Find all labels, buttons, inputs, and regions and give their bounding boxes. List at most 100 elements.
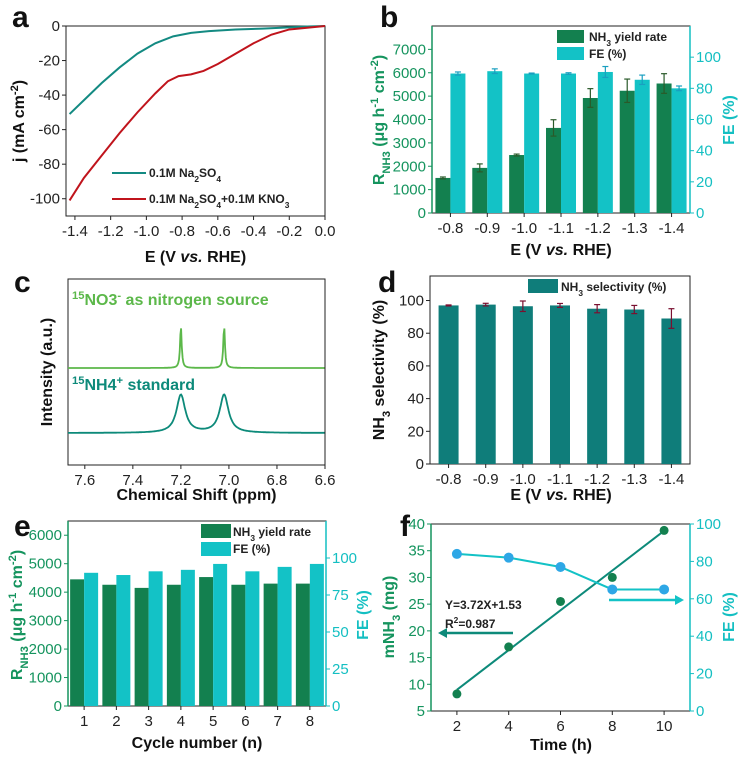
y-axis-label: j (mA cm-2): [9, 80, 28, 163]
plot-frame: [65, 25, 326, 217]
arrow-right-head-icon: [675, 595, 684, 605]
fe-point: [451, 548, 462, 559]
plot-frame: [67, 278, 326, 466]
bar: [263, 583, 278, 706]
bar: [546, 127, 561, 213]
chart-a: -1.4 -1.2 -1.0 -0.8 -0.6 -0.4 -0.2 0.0 0 -20 -40 -6…: [9, 18, 335, 266]
y-right-tick-label: 25: [332, 661, 349, 678]
y-right-tick-label: 100: [696, 516, 721, 533]
y-tick-label: 60: [407, 358, 424, 375]
fe-point: [503, 552, 514, 563]
x-axis-label: E (V vs. RHE): [145, 249, 246, 266]
bar: [435, 177, 451, 213]
y-tick-label: 0: [52, 18, 60, 35]
y-tick-label: 4000: [29, 584, 62, 601]
spectrum-15NO3: [68, 328, 325, 369]
y-right-tick-label: 60: [696, 591, 713, 608]
panel-letter-d: d: [378, 266, 396, 299]
x-tick-label: -0.8: [436, 471, 462, 488]
y-right-tick-label: 80: [696, 553, 713, 570]
y-right-tick-label: 75: [332, 587, 349, 604]
x-tick-label: 7.0: [218, 472, 239, 489]
y-tick-label: 2000: [29, 641, 62, 658]
y-tick-label: 80: [407, 325, 424, 342]
bar: [656, 83, 672, 213]
bar: [116, 575, 131, 706]
y-tick-label: 2000: [393, 158, 426, 175]
y-tick-label: 0: [416, 456, 424, 473]
y-tick-label: 5000: [29, 556, 62, 573]
y-axis-label: mNH3 (mg): [381, 576, 403, 659]
series-line-1: [68, 25, 326, 201]
y-right-tick-label: 0: [696, 703, 704, 720]
chart-e: 0 1000 2000 3000 4000 5000 6000 0 25 50 75 100 1 2 3 4 5…: [7, 520, 372, 752]
spectrum-15NH4: [68, 393, 325, 434]
y-right-tick-label: 50: [332, 624, 349, 641]
mass-point: [607, 572, 617, 582]
bar: [619, 90, 635, 213]
x-tick-label: 5: [209, 713, 217, 730]
y-right-tick-label: 100: [332, 550, 357, 567]
bar: [561, 73, 576, 213]
y-tick-label: 100: [399, 293, 424, 310]
y-right-tick-label: 100: [696, 49, 721, 66]
legend-swatch: [557, 47, 584, 60]
annotation-15NO3: 15NO3- as nitrogen source: [72, 290, 269, 309]
bar: [582, 97, 598, 213]
bar: [438, 305, 459, 464]
bar: [472, 167, 488, 213]
bar: [213, 563, 228, 706]
bar: [671, 88, 687, 213]
y-axis-label: NH3 selectivity (%): [371, 300, 393, 441]
fe-point: [659, 584, 670, 595]
legend-label: FE (%): [233, 542, 270, 556]
x-tick-label: 3: [144, 713, 152, 730]
x-tick-label: -0.8: [437, 220, 463, 237]
y-right-tick-label: 20: [696, 174, 713, 191]
bar: [597, 71, 613, 214]
y-tick-label: 0: [54, 698, 62, 715]
fe-point: [555, 562, 566, 573]
bar: [277, 566, 292, 706]
y-tick-label: 3000: [393, 135, 426, 152]
x-tick-label: -1.1: [548, 220, 574, 237]
y-right-tick-label: 40: [696, 143, 713, 160]
mass-point: [504, 642, 514, 652]
legend-label: NH3 yield rate: [589, 30, 667, 48]
x-tick-label: 6: [241, 713, 249, 730]
x-tick-label: 2: [453, 718, 461, 735]
y-tick-label: 1000: [393, 182, 426, 199]
panel-letter-a: a: [12, 1, 29, 34]
mass-point: [452, 689, 462, 699]
x-axis-label: E (V vs. RHE): [510, 487, 611, 504]
x-tick-label: 7.4: [122, 472, 143, 489]
chart-c: 7.6 7.4 7.2 7.0 6.8 6.6 Chemical Shift (ppm) In…: [39, 278, 335, 504]
x-tick-label: -1.2: [584, 471, 610, 488]
legend-swatch: [528, 279, 558, 293]
y-tick-label: 25: [408, 596, 425, 613]
y-right-tick-label: 80: [696, 80, 713, 97]
y-axis-label: RNH3 (μg h-1 cm-2): [7, 550, 31, 680]
bar: [634, 79, 650, 213]
x-tick-label: -0.2: [276, 223, 302, 240]
x-axis-label: Time (h): [530, 737, 592, 754]
x-tick-label: 8: [608, 718, 616, 735]
x-tick-label: 6: [556, 718, 564, 735]
y-tick-label: -100: [30, 191, 60, 208]
arrow-left-head-icon: [438, 628, 447, 638]
x-tick-label: -1.2: [585, 220, 611, 237]
mass-point: [659, 525, 669, 535]
panel-letter-e: e: [14, 510, 31, 543]
bar: [231, 584, 246, 706]
y-right-tick-label: 40: [696, 628, 713, 645]
bar: [487, 71, 503, 213]
x-tick-label: 0.0: [315, 223, 336, 240]
x-tick-label: -1.4: [62, 223, 88, 240]
x-tick-label: -1.3: [622, 220, 648, 237]
y-tick-label: 20: [407, 423, 424, 440]
y-tick-label: 40: [407, 391, 424, 408]
x-axis-label: E (V vs. RHE): [510, 242, 611, 259]
legend-swatch: [201, 542, 231, 556]
x-tick-label: -1.4: [659, 220, 685, 237]
bar: [180, 569, 195, 706]
